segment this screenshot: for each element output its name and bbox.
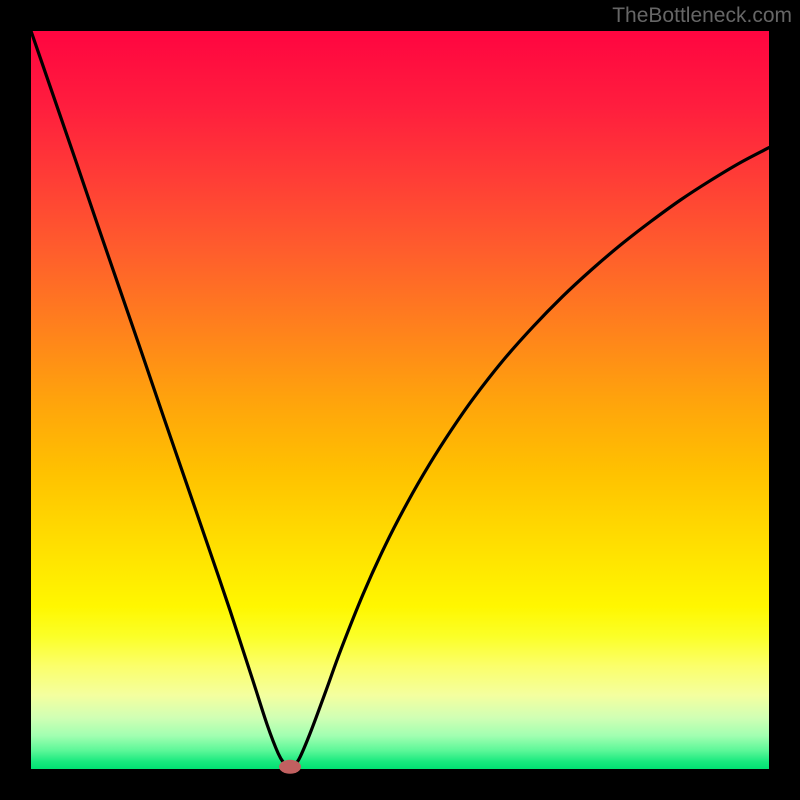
plot-background: [31, 31, 769, 769]
chart-container: TheBottleneck.com: [0, 0, 800, 800]
optimal-point-marker: [279, 760, 301, 774]
watermark-text: TheBottleneck.com: [612, 4, 792, 28]
bottleneck-chart: [0, 0, 800, 800]
